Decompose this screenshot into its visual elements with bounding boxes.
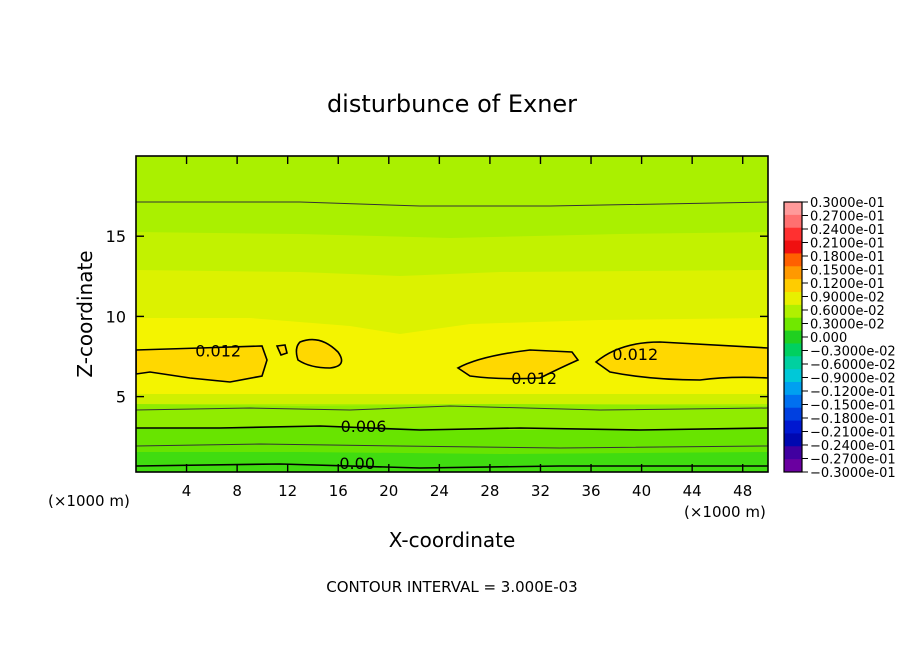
x-tick-label: 32 xyxy=(531,482,550,500)
colorbar-label: 0.9000e-02 xyxy=(810,291,885,306)
x-axis: 4 8 12 16 20 24 28 32 36 40 44 48 xyxy=(182,156,752,500)
band-yellow xyxy=(136,318,768,394)
colorbar-swatch xyxy=(784,279,802,293)
colorbar-swatch xyxy=(784,446,802,460)
contour-line-0006 xyxy=(136,425,768,431)
colorbar-swatch xyxy=(784,330,802,344)
colorbar-label: 0.2100e-01 xyxy=(810,237,885,252)
colorbar-label: −0.1200e-01 xyxy=(810,385,896,400)
x-tick-label: 48 xyxy=(733,482,752,500)
colorbar-swatch xyxy=(784,214,802,229)
colorbar-label: −0.3000e-02 xyxy=(810,345,896,360)
colorbar: 0.3000e-010.2700e-010.2400e-010.2100e-01… xyxy=(783,196,896,481)
colorbar-swatch xyxy=(784,202,802,216)
x-unit-right: (×1000 m) xyxy=(684,503,766,521)
x-axis-label: X-coordinate xyxy=(389,528,516,552)
maximum-region-right xyxy=(594,341,768,381)
contour-label: 0.012 xyxy=(612,345,658,364)
colorbar-label: 0.3000e-02 xyxy=(810,318,885,333)
contour-line-lower-2 xyxy=(136,443,768,449)
colorbar-swatch xyxy=(784,343,802,357)
y-axis-label: Z-coordinate xyxy=(73,250,97,377)
colorbar-swatch xyxy=(784,266,802,280)
chart-title: disturbunce of Exner xyxy=(327,90,577,118)
y-tick-label: 10 xyxy=(106,307,126,326)
colorbar-swatch xyxy=(784,407,802,422)
colorbar-label: 0.000 xyxy=(810,331,847,346)
colorbar-swatch xyxy=(784,420,802,434)
colorbar-label: −0.2700e-01 xyxy=(810,453,896,468)
colorbar-label: 0.6000e-02 xyxy=(810,304,885,319)
contour-line-upper xyxy=(136,201,768,207)
colorbar-swatch xyxy=(784,317,802,332)
y-axis: 5 10 15 xyxy=(106,227,768,407)
colorbar-label: 0.1800e-01 xyxy=(810,250,885,265)
colorbar-label: 0.1200e-01 xyxy=(810,277,885,292)
colorbar-swatch xyxy=(784,304,802,319)
x-tick-label: 4 xyxy=(182,482,192,500)
colorbar-label: −0.2100e-01 xyxy=(810,426,896,441)
x-unit-left: (×1000 m) xyxy=(48,492,130,510)
plot-frame xyxy=(135,155,769,473)
x-tick-label: 16 xyxy=(329,482,348,500)
x-tick-label: 24 xyxy=(430,482,449,500)
colorbar-label: −0.6000e-02 xyxy=(810,358,896,373)
contour-label: 0.012 xyxy=(195,342,241,361)
colorbar-label: 0.1500e-01 xyxy=(810,264,885,279)
colorbar-swatch xyxy=(784,394,802,409)
x-tick-label: 40 xyxy=(632,482,651,500)
colorbar-label: −0.3000e-01 xyxy=(810,466,896,481)
contour-label: 0.00 xyxy=(339,454,375,473)
colorbar-label: 0.3000e-01 xyxy=(810,196,885,211)
maximum-region-center-left xyxy=(295,338,343,369)
colorbar-label: −0.2400e-01 xyxy=(810,439,896,454)
plot-area xyxy=(136,156,768,472)
colorbar-swatch xyxy=(784,253,802,267)
band-lower-yellow-green xyxy=(136,394,768,404)
x-tick-label: 28 xyxy=(480,482,499,500)
x-tick-label: 20 xyxy=(379,482,398,500)
x-tick-label: 12 xyxy=(278,482,297,500)
colorbar-label: −0.1500e-01 xyxy=(810,399,896,414)
contour-label: 0.006 xyxy=(341,417,387,436)
colorbar-swatch xyxy=(784,382,802,396)
y-tick-label: 5 xyxy=(116,388,126,407)
colorbar-swatch xyxy=(784,369,802,383)
colorbar-swatch xyxy=(784,433,802,447)
x-tick-label: 44 xyxy=(683,482,702,500)
contour-interval-footer: CONTOUR INTERVAL = 3.000E-03 xyxy=(326,578,577,596)
colorbar-swatch xyxy=(784,356,802,370)
colorbar-label: −0.1800e-01 xyxy=(810,412,896,427)
colorbar-label: 0.2400e-01 xyxy=(810,223,885,238)
colorbar-swatch xyxy=(784,240,802,254)
x-tick-label: 8 xyxy=(232,482,242,500)
colorbar-label: −0.9000e-02 xyxy=(810,372,896,387)
x-tick-label: 36 xyxy=(581,482,600,500)
contour-label: 0.012 xyxy=(511,369,557,388)
colorbar-swatch xyxy=(784,227,802,242)
colorbar-label: 0.2700e-01 xyxy=(810,210,885,225)
maximum-region-small-left xyxy=(275,344,288,356)
contour-labels: 0.012 0.012 0.012 0.006 0.00 xyxy=(195,342,658,473)
maximum-region-left xyxy=(136,345,268,383)
band-green-3 xyxy=(136,452,768,472)
colorbar-swatch xyxy=(784,459,802,473)
y-tick-label: 15 xyxy=(106,227,126,246)
colorbar-swatch xyxy=(784,292,802,306)
contour-line-0000 xyxy=(136,463,768,469)
maximum-region-center-right xyxy=(456,349,580,380)
contour-line-lower-1 xyxy=(136,405,768,411)
